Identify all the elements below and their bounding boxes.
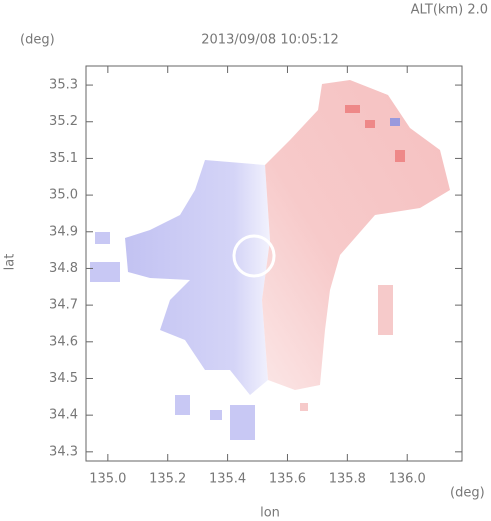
y-tick-label: 34.3 [49, 444, 78, 459]
y-tick-label: 34.7 [49, 298, 78, 313]
x-axis-label: lon [260, 506, 280, 521]
plot-frame [85, 65, 463, 462]
y-axis-label: lat [3, 254, 18, 271]
y-tick-label: 35.3 [49, 78, 78, 93]
x-tick-label: 135.8 [329, 472, 366, 487]
y-tick-label: 35.2 [49, 114, 78, 129]
chart-title: 2013/09/08 10:05:12 [201, 33, 338, 48]
radar-field [90, 80, 450, 440]
x-tick-label: 135.0 [89, 472, 126, 487]
x-unit: (deg) [450, 486, 485, 501]
y-tick-label: 34.4 [49, 408, 78, 423]
y-tick-label: 34.5 [49, 371, 78, 386]
y-tick-label: 35.0 [49, 188, 78, 203]
altitude-label: ALT(km) 2.0 [411, 3, 488, 18]
x-tick-label: 135.2 [149, 472, 186, 487]
y-tick-label: 34.9 [49, 224, 78, 239]
y-unit: (deg) [20, 33, 55, 48]
y-tick-label: 34.8 [49, 261, 78, 276]
x-tick-label: 135.6 [269, 472, 306, 487]
y-tick-label: 34.6 [49, 334, 78, 349]
x-tick-label: 136.0 [389, 472, 426, 487]
y-tick-label: 35.1 [49, 151, 78, 166]
x-tick-label: 135.4 [209, 472, 246, 487]
